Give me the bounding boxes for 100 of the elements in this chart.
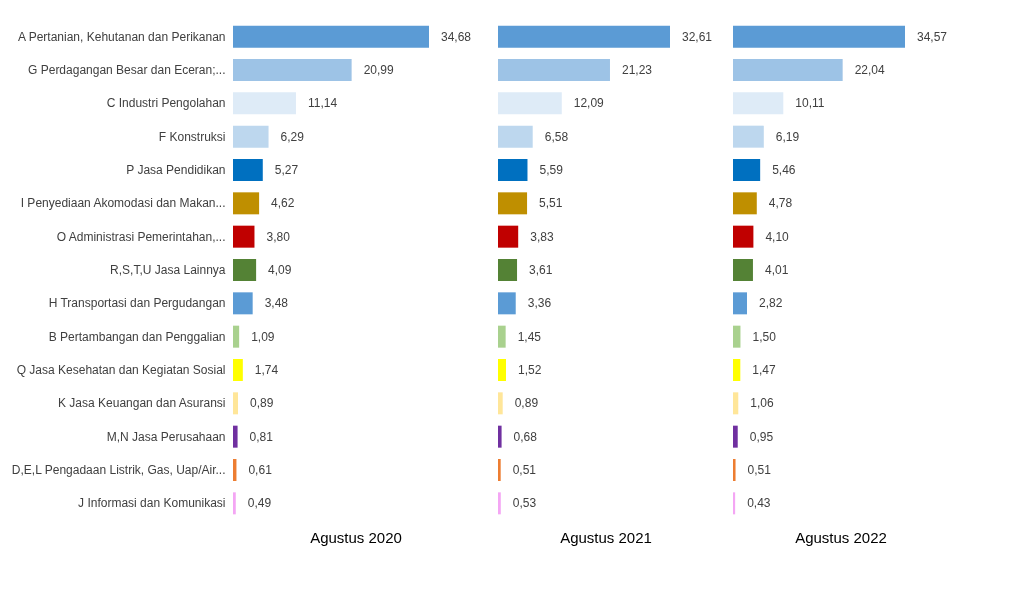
data-label: 21,23 xyxy=(621,63,653,77)
bar xyxy=(233,159,263,181)
y-tick-label: F Konstruksi xyxy=(158,129,226,144)
bar xyxy=(233,292,253,315)
data-label: 1,09 xyxy=(251,329,275,344)
y-tick-label: J Informasi dan Komunikasi xyxy=(78,496,226,511)
bar xyxy=(233,392,239,415)
bar xyxy=(498,25,670,48)
data-label: 0,53 xyxy=(512,496,537,511)
bar xyxy=(498,492,501,515)
y-tick-label: M,N Jasa Perusahaan xyxy=(106,429,226,444)
bar xyxy=(498,92,562,115)
data-label: 3,80 xyxy=(266,229,291,244)
data-label: 10,11 xyxy=(795,96,825,111)
y-tick-label: I Penyediaan Akomodasi dan Makan... xyxy=(20,196,226,211)
bar xyxy=(733,92,784,115)
data-label: 0,89 xyxy=(514,396,539,411)
x-axis-title: Agustus 2021 xyxy=(560,528,652,546)
bar xyxy=(233,225,255,248)
data-label: 34,57 xyxy=(917,29,948,44)
data-label: 0,51 xyxy=(512,463,537,477)
data-label: 34,68 xyxy=(441,29,472,44)
data-label: 1,74 xyxy=(254,363,279,377)
bar xyxy=(498,325,506,348)
data-label: 0,89 xyxy=(250,396,274,411)
x-axis-title: Agustus 2020 xyxy=(310,528,402,546)
bar xyxy=(233,425,238,448)
data-label: 12,09 xyxy=(573,96,605,111)
data-label: 3,83 xyxy=(530,229,554,244)
y-tick-label: Q Jasa Kesehatan dan Kegiatan Sosial xyxy=(16,363,226,377)
bar xyxy=(733,125,764,148)
y-tick-label: K Jasa Keuangan dan Asuransi xyxy=(58,396,226,411)
data-label: 1,50 xyxy=(752,329,777,344)
data-label: 3,36 xyxy=(527,296,552,311)
data-label: 5,59 xyxy=(539,163,564,177)
data-label: 4,09 xyxy=(268,263,292,277)
data-label: 0,61 xyxy=(248,463,273,477)
data-label: 4,01 xyxy=(764,263,789,277)
bar xyxy=(733,325,741,348)
bar xyxy=(498,392,503,415)
bar xyxy=(498,192,528,215)
bar xyxy=(498,259,518,281)
y-tick-label: O Administrasi Pemerintahan,... xyxy=(56,229,226,244)
data-label: 1,06 xyxy=(750,396,774,411)
y-tick-label: G Perdagangan Besar dan Eceran;... xyxy=(28,63,226,77)
bar xyxy=(498,459,501,481)
y-tick-label: C Industri Pengolahan xyxy=(106,96,226,111)
bar xyxy=(233,59,352,81)
data-label: 0,43 xyxy=(747,496,771,511)
bar xyxy=(733,392,739,415)
data-label: 5,51 xyxy=(539,196,563,211)
bar xyxy=(233,359,243,381)
bar xyxy=(733,425,738,448)
data-label: 3,61 xyxy=(529,263,553,277)
y-tick-label: B Pertambangan dan Penggalian xyxy=(48,329,226,344)
y-tick-label: R,S,T,U Jasa Lainnya xyxy=(110,263,226,277)
bar xyxy=(733,459,736,481)
bar xyxy=(733,159,761,181)
data-label: 2,82 xyxy=(759,296,783,311)
bar xyxy=(233,125,269,148)
data-label: 4,78 xyxy=(768,196,793,211)
data-label: 4,62 xyxy=(271,196,295,211)
bar xyxy=(733,25,905,48)
data-label: 1,47 xyxy=(752,363,776,377)
bar xyxy=(233,325,240,348)
data-label: 3,48 xyxy=(264,296,289,311)
data-label: 20,99 xyxy=(363,63,394,77)
bar xyxy=(498,359,507,381)
data-label: 6,19 xyxy=(775,129,800,144)
x-axis-title: Agustus 2022 xyxy=(795,528,887,546)
y-tick-label: H Transportasi dan Pergudangan xyxy=(48,296,226,311)
bar xyxy=(733,492,736,515)
bar xyxy=(733,192,757,215)
data-label: 1,52 xyxy=(518,363,542,377)
data-label: 11,14 xyxy=(307,96,338,111)
data-label: 0,51 xyxy=(747,463,772,477)
data-label: 0,81 xyxy=(249,429,274,444)
data-label: 0,95 xyxy=(749,429,774,444)
y-tick-label: D,E,L Pengadaan Listrik, Gas, Uap/Air... xyxy=(11,463,226,477)
bar xyxy=(733,292,748,315)
bar xyxy=(233,492,236,515)
data-label: 0,49 xyxy=(247,496,272,511)
bar xyxy=(498,225,519,248)
bar xyxy=(498,425,502,448)
bar xyxy=(233,25,429,48)
bar xyxy=(233,192,260,215)
bar xyxy=(498,292,516,315)
bar xyxy=(733,225,754,248)
data-label: 1,45 xyxy=(517,329,542,344)
data-label: 6,29 xyxy=(280,129,305,144)
data-label: 22,04 xyxy=(854,63,886,77)
bar xyxy=(733,359,741,381)
bar xyxy=(498,59,610,81)
y-tick-label: P Jasa Pendidikan xyxy=(126,163,226,177)
bar xyxy=(233,259,257,281)
data-label: 32,61 xyxy=(682,29,713,44)
y-tick-label: A Pertanian, Kehutanan dan Perikanan xyxy=(18,29,226,44)
data-label: 5,46 xyxy=(772,163,796,177)
bar xyxy=(498,159,528,181)
bar xyxy=(498,125,533,148)
